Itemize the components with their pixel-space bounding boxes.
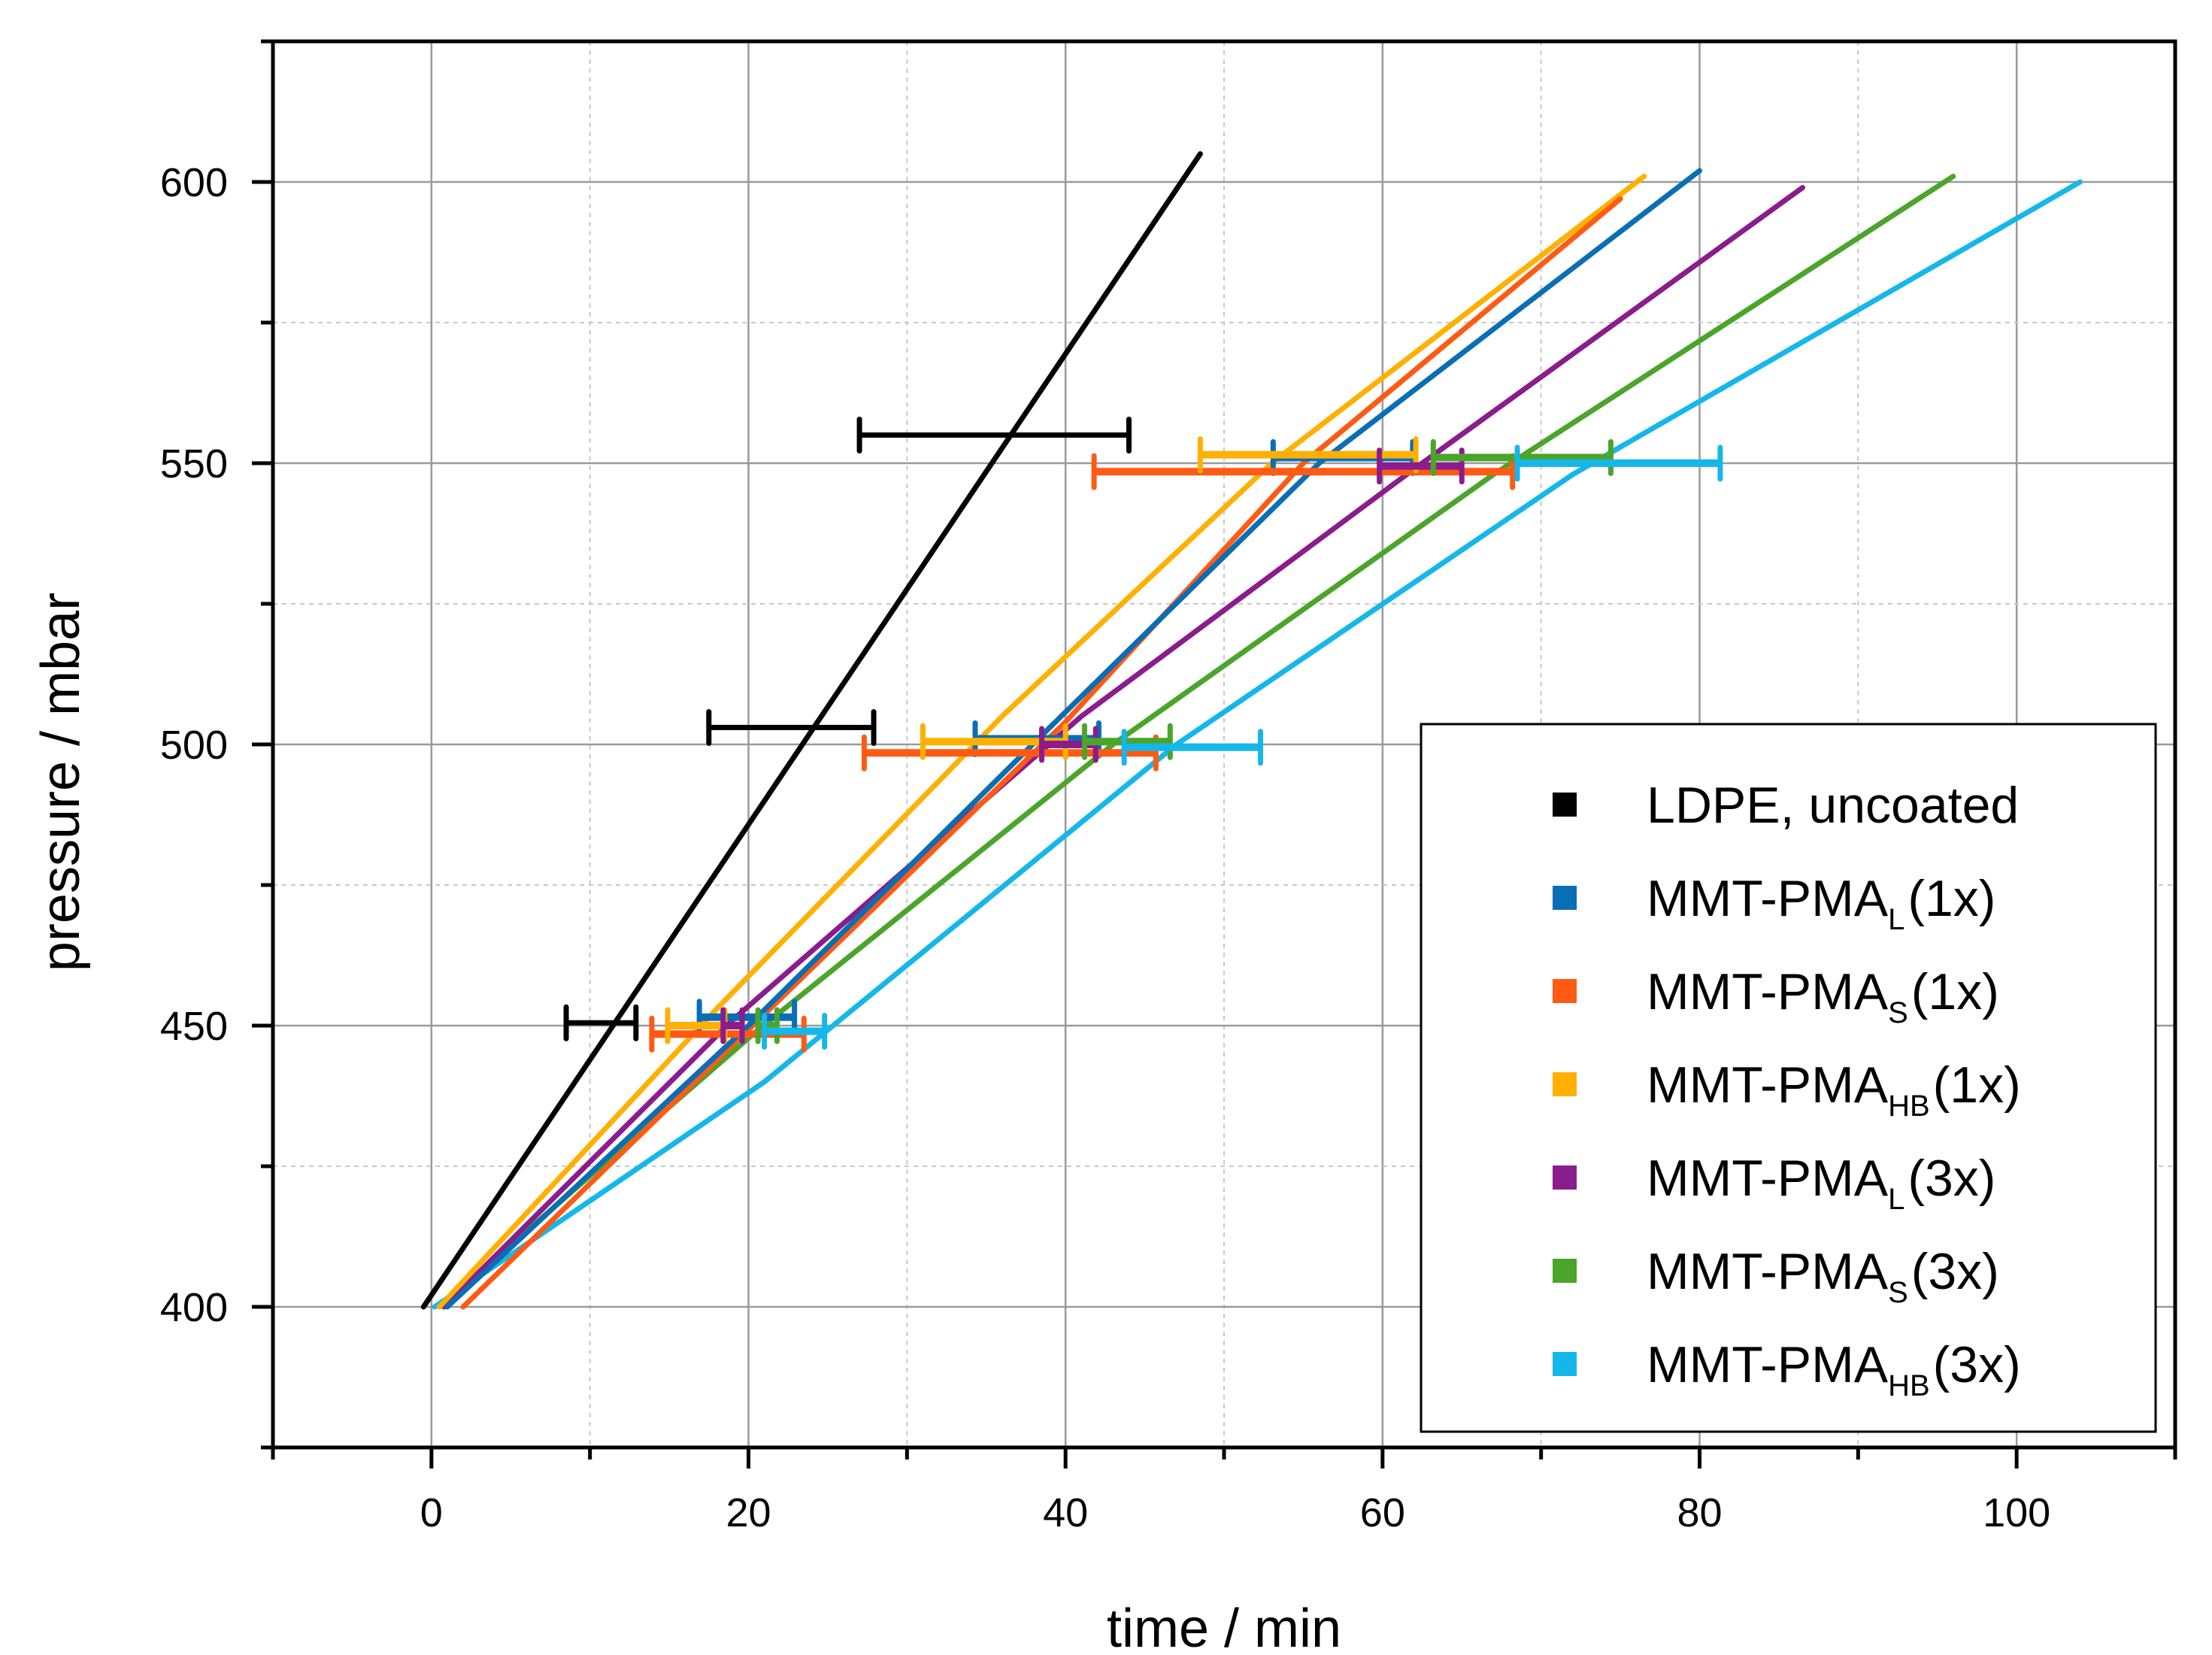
y-axis-title: pressure / mbar bbox=[31, 593, 91, 971]
series-layer bbox=[420, 151, 2083, 1310]
y-tick-label: 400 bbox=[160, 1285, 228, 1330]
series-line bbox=[420, 151, 1203, 1310]
x-tick-label: 60 bbox=[1360, 1490, 1405, 1535]
legend-swatch bbox=[1553, 1352, 1577, 1376]
errorbar bbox=[1430, 439, 1614, 477]
legend-subscript: S bbox=[1888, 1276, 1908, 1309]
axis-ticks: 0 20 40 60 80 100 400 450 500 550 600 bbox=[160, 39, 2177, 1535]
legend-swatch bbox=[1553, 1072, 1577, 1096]
y-tick-label: 500 bbox=[160, 723, 228, 768]
series-line bbox=[460, 196, 1623, 1310]
legend-suffix: (1x) bbox=[1911, 963, 1999, 1020]
legend-label: MMT-PMAHB(3x) bbox=[1647, 1336, 2021, 1402]
x-tick-label: 0 bbox=[420, 1490, 443, 1535]
legend-subscript: L bbox=[1888, 1183, 1904, 1216]
x-axis-title: time / min bbox=[1107, 1599, 1341, 1655]
legend-swatch bbox=[1553, 886, 1577, 910]
x-tick-label: 80 bbox=[1677, 1490, 1722, 1535]
legend-label: MMT-PMAS(3x) bbox=[1647, 1243, 1999, 1309]
x-tick-label: 20 bbox=[726, 1490, 771, 1535]
errorbar bbox=[720, 1007, 745, 1044]
y-tick-label: 550 bbox=[160, 441, 228, 486]
y-tick-label: 450 bbox=[160, 1004, 228, 1049]
x-tick-label: 100 bbox=[1983, 1490, 2050, 1535]
x-tick-label: 40 bbox=[1043, 1490, 1088, 1535]
legend-suffix: (3x) bbox=[1933, 1336, 2021, 1393]
legend: LDPE, uncoated MMT-PMAL(1x) MMT-PMAS(1x) MM… bbox=[1420, 723, 2157, 1433]
legend-swatch bbox=[1553, 1165, 1577, 1190]
errorbar-layer bbox=[563, 417, 1723, 1053]
legend-label: MMT-PMAL(3x) bbox=[1647, 1150, 1995, 1216]
errorbar bbox=[1081, 723, 1173, 760]
legend-label: MMT-PMAL(1x) bbox=[1647, 870, 1995, 936]
legend-subscript: S bbox=[1888, 996, 1908, 1029]
errorbar bbox=[1514, 444, 1723, 482]
legend-suffix: (1x) bbox=[1907, 870, 1995, 927]
legend-swatch bbox=[1553, 793, 1577, 817]
legend-suffix: (1x) bbox=[1933, 1056, 2021, 1114]
legend-label: LDPE, uncoated bbox=[1647, 777, 2019, 834]
errorbar bbox=[1121, 729, 1263, 766]
errorbar bbox=[856, 417, 1132, 454]
legend-suffix: (3x) bbox=[1911, 1243, 1999, 1300]
series-line bbox=[444, 168, 1702, 1310]
legend-suffix: (3x) bbox=[1907, 1150, 1995, 1207]
legend-subscript: HB bbox=[1888, 1369, 1930, 1402]
legend-subscript: HB bbox=[1888, 1090, 1930, 1123]
errorbar bbox=[762, 1012, 828, 1050]
legend-label: MMT-PMAHB(1x) bbox=[1647, 1056, 2021, 1123]
series-line bbox=[436, 174, 1647, 1310]
legend-swatch bbox=[1553, 979, 1577, 1003]
legend-swatch bbox=[1553, 1259, 1577, 1283]
legend-subscript: L bbox=[1888, 903, 1904, 936]
errorbar bbox=[706, 709, 877, 747]
legend-label: MMT-PMAS(1x) bbox=[1647, 963, 1999, 1029]
y-tick-label: 600 bbox=[160, 160, 228, 205]
errorbar bbox=[563, 1004, 639, 1041]
series-line bbox=[441, 185, 1805, 1310]
errorbar bbox=[755, 1007, 780, 1044]
legend-box bbox=[1420, 723, 2157, 1433]
